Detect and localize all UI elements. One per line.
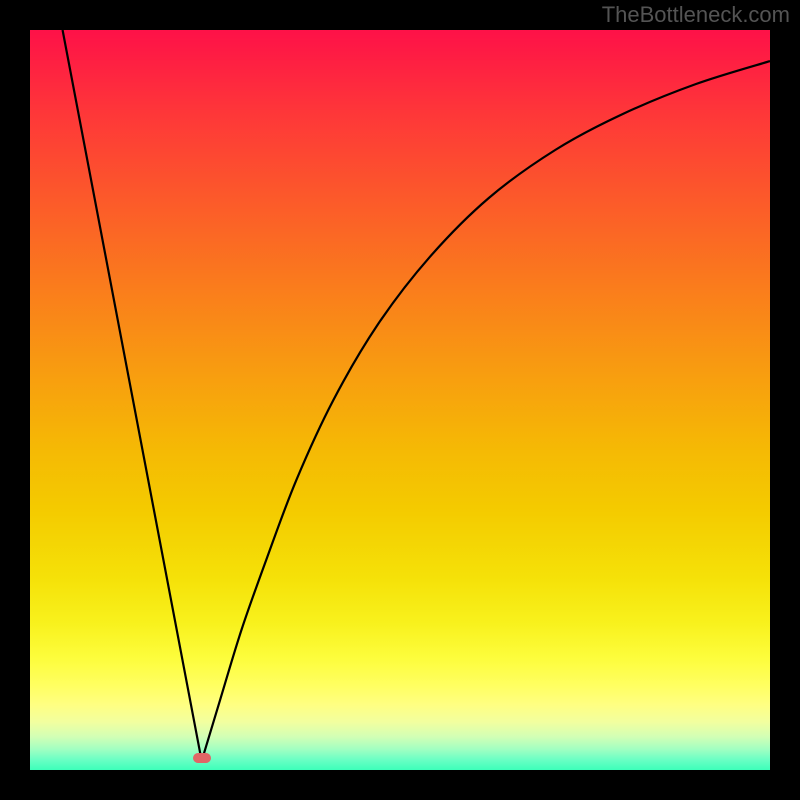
watermark-text: TheBottleneck.com (602, 2, 790, 28)
chart-container: TheBottleneck.com (0, 0, 800, 800)
plot-area (30, 30, 770, 770)
nadir-marker (193, 753, 211, 763)
bottleneck-curve (30, 30, 770, 770)
